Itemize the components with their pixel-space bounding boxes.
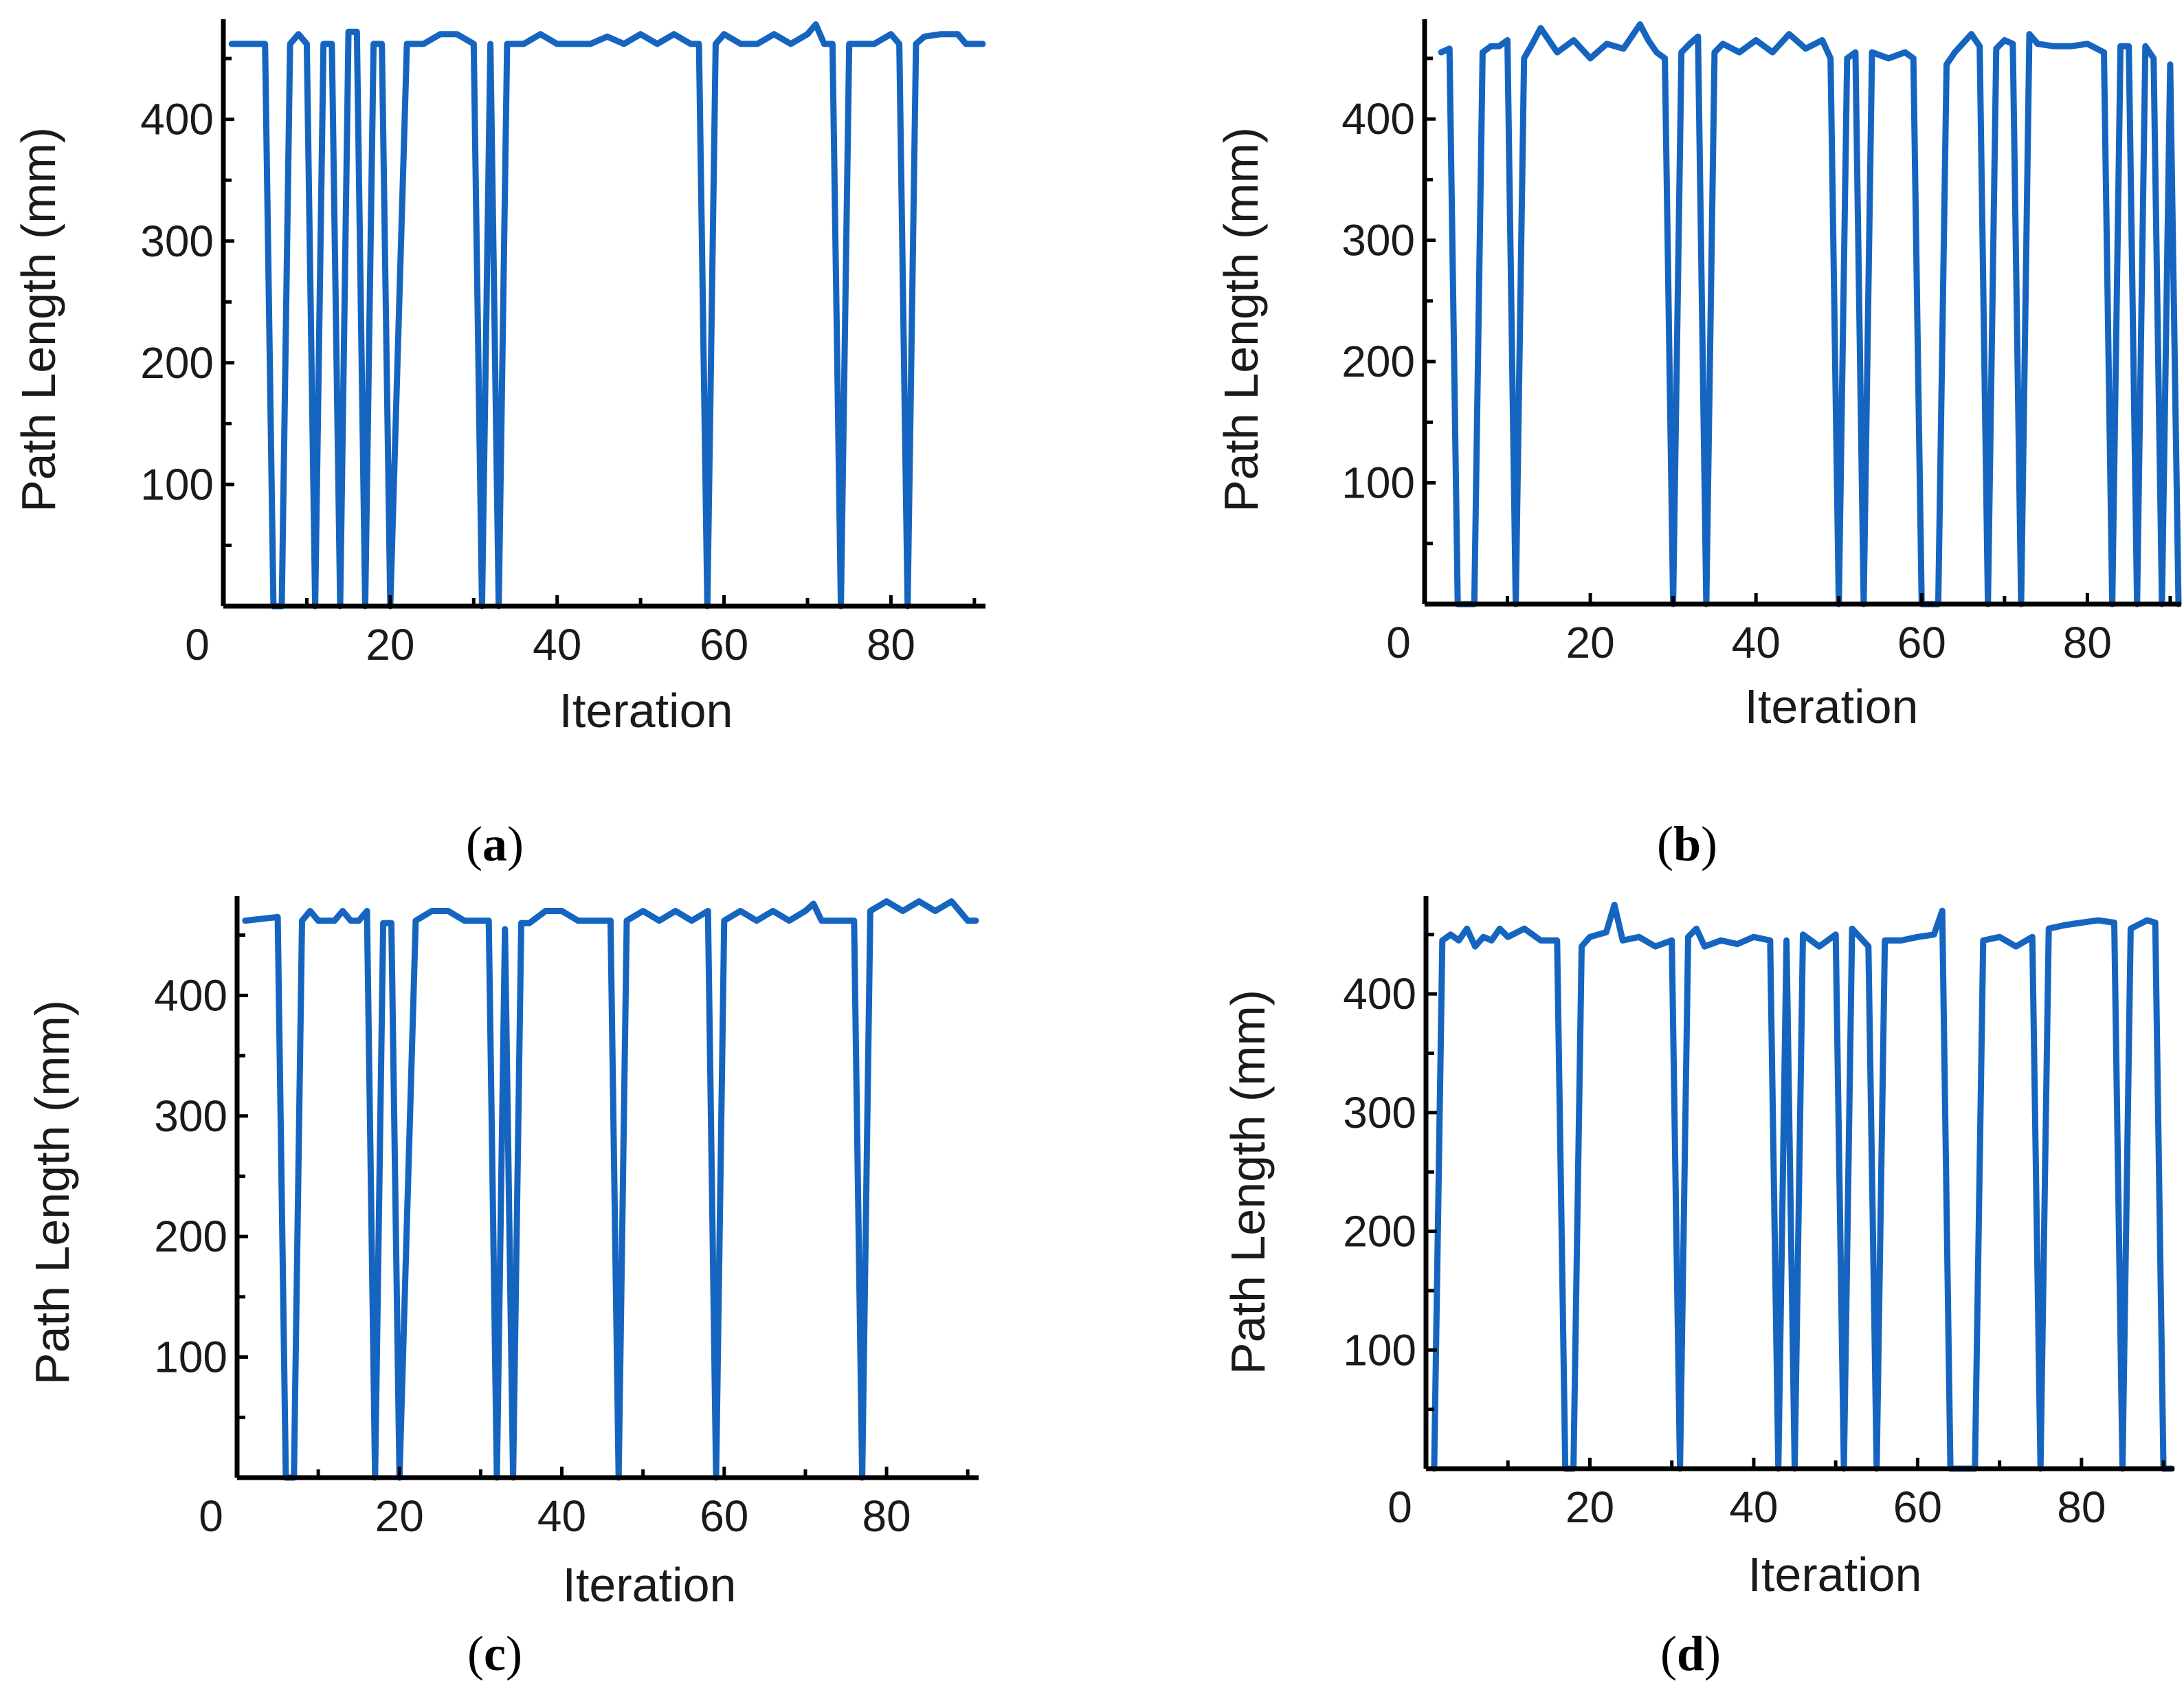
panel-d-marks: 0 20 40 60 80 100 200 300 400 [1343, 896, 2175, 1532]
panel-a-marks: 0 20 40 60 80 100 200 300 400 [140, 19, 986, 669]
x-tick-label: 0 [1388, 1482, 1412, 1532]
y-axis-title: Path Length (mm) [12, 127, 65, 512]
y-tick-label: 400 [1343, 969, 1416, 1019]
y-tick-label: 200 [154, 1212, 227, 1261]
x-tick-label: 80 [2063, 618, 2112, 667]
x-axis-title: Iteration [559, 684, 733, 737]
x-tick-label: 0 [199, 1491, 223, 1541]
x-tick-label: 20 [366, 620, 414, 669]
x-tick-label: 40 [1732, 618, 1781, 667]
x-axis-title: Iteration [1748, 1548, 1922, 1601]
panel-caption: (b) [1657, 816, 1717, 871]
x-tick-label: 60 [1893, 1482, 1942, 1532]
x-tick-label: 80 [862, 1491, 911, 1541]
panel-caption: (c) [467, 1626, 522, 1681]
y-tick-label: 400 [1341, 94, 1415, 144]
x-tick-label: 40 [533, 620, 581, 669]
y-tick-label: 200 [140, 338, 214, 388]
y-tick-label: 300 [154, 1091, 227, 1141]
y-tick-label: 400 [154, 970, 227, 1020]
x-tick-label: 60 [700, 620, 748, 669]
y-tick-label: 300 [140, 216, 214, 266]
y-axis-title: Path Length (mm) [25, 1000, 79, 1385]
x-tick-label: 0 [1386, 618, 1411, 667]
panel-c: 0 20 40 60 80 100 200 300 400 Iteration Path Len… [25, 896, 979, 1681]
y-axis-title: Path Length (mm) [1214, 127, 1268, 512]
series-line [242, 898, 979, 1481]
y-tick-label: 100 [1341, 458, 1415, 508]
series-line [1438, 21, 2182, 608]
panel-caption: (d) [1660, 1626, 1721, 1681]
y-tick-label: 400 [140, 95, 214, 144]
panel-b-marks: 0 20 40 60 80 100 200 300 400 [1341, 19, 2182, 667]
x-tick-label: 40 [537, 1491, 586, 1541]
x-axis-title: Iteration [563, 1558, 737, 1612]
panel-d: 0 20 40 60 80 100 200 300 400 Iteration Path Len… [1221, 896, 2175, 1681]
panel-c-marks: 0 20 40 60 80 100 200 300 400 [154, 896, 979, 1541]
x-tick-label: 20 [1565, 1482, 1614, 1532]
x-tick-label: 40 [1729, 1482, 1778, 1532]
y-tick-label: 200 [1343, 1207, 1416, 1256]
y-axis-title: Path Length (mm) [1221, 990, 1275, 1375]
panel-caption: (a) [466, 816, 524, 871]
series-line [1431, 902, 2175, 1472]
y-tick-label: 300 [1343, 1088, 1416, 1137]
x-axis-title: Iteration [1745, 680, 1919, 733]
x-tick-label: 0 [185, 620, 210, 669]
x-tick-label: 80 [867, 620, 915, 669]
y-tick-label: 300 [1341, 216, 1415, 265]
y-tick-label: 200 [1341, 337, 1415, 386]
series-line [228, 21, 986, 610]
x-tick-label: 20 [375, 1491, 424, 1541]
x-tick-label: 60 [700, 1491, 748, 1541]
x-tick-label: 80 [2057, 1482, 2106, 1532]
panel-a: 0 20 40 60 80 100 200 300 400 Iteration Path Len… [12, 19, 986, 871]
x-tick-label: 60 [1897, 618, 1946, 667]
panel-b: 0 20 40 60 80 100 200 300 400 Iteration Path Len… [1214, 19, 2182, 871]
y-tick-label: 100 [154, 1333, 227, 1382]
x-tick-label: 20 [1566, 618, 1615, 667]
y-tick-label: 100 [1343, 1325, 1416, 1375]
y-tick-label: 100 [140, 460, 214, 509]
